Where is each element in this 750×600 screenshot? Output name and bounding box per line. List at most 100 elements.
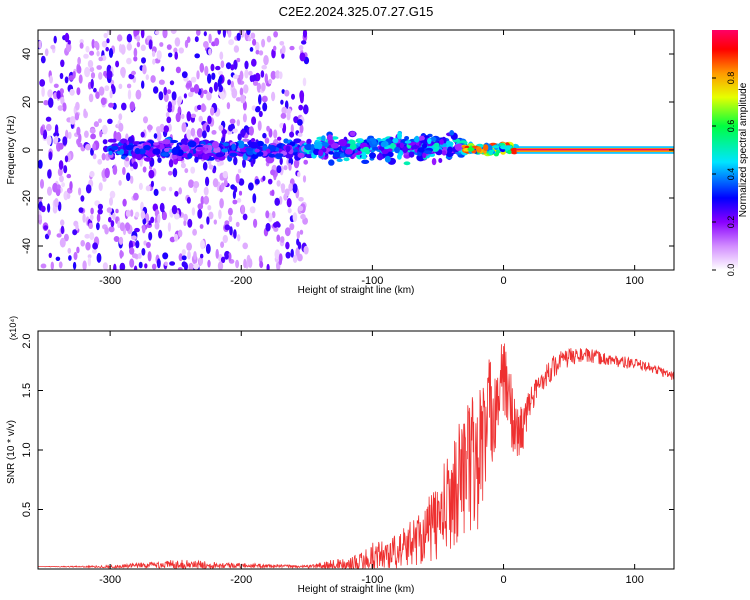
spectrogram-cell-127 (197, 203, 204, 210)
spectrogram-cell-82 (207, 205, 212, 211)
spectrogram-cell-147 (238, 190, 243, 196)
spectrogram-cell-650 (286, 110, 291, 121)
spectrogram-cell-562 (252, 80, 259, 86)
spectrogram-cell-49 (244, 60, 249, 70)
spectrogram-cell-1903 (491, 145, 500, 149)
spectrogram-cell-1381 (215, 152, 224, 158)
spectrogram-cell-223 (93, 87, 97, 93)
snr-panel: -300 -200 -100 0 100 0.5 1.0 1.5 2.0 (x10⁴) Hei… (6, 316, 675, 595)
spectrogram-cell-587 (219, 198, 224, 209)
spectrogram-cell-701 (274, 197, 281, 206)
spectrogram-cell-447 (167, 222, 171, 232)
spectrogram-cell-111 (275, 70, 281, 79)
spectrogram-cell-258 (276, 234, 281, 242)
spectrogram-cell-367 (215, 248, 219, 259)
spectrogram-cell-858 (54, 198, 59, 208)
spectrogram-cell-418 (58, 261, 63, 269)
spectrogram-x-ticks: -300 -200 -100 0 100 (99, 30, 644, 287)
spectrogram-cell-383 (141, 80, 145, 89)
spectrogram-cell-669 (204, 65, 209, 76)
spectrogram-cell-911 (89, 128, 96, 134)
spectrogram-cell-128 (106, 30, 112, 36)
spectrogram-cell-1525 (371, 146, 380, 151)
spectrogram-cell-1780 (417, 147, 425, 153)
spectrogram-cell-210 (190, 113, 197, 119)
spectrogram-cell-604 (140, 131, 145, 138)
spectrogram-cell-577 (85, 45, 90, 53)
spectrogram-cell-1770 (387, 148, 393, 152)
spectrogram-cell-1904 (488, 149, 494, 156)
spectrogram-cell-351 (155, 126, 162, 133)
spectrogram-cell-637 (162, 252, 169, 260)
spectrogram-cell-675 (64, 32, 70, 43)
spectrogram-cell-720 (103, 70, 108, 77)
spectrogram-cell-1135 (171, 154, 178, 160)
spectrogram-cell-543 (219, 51, 224, 60)
spectrogram-cell-917 (258, 50, 264, 56)
spectrogram-cell-458 (87, 60, 94, 68)
spectrogram-cell-1603 (408, 151, 415, 158)
spectrogram-cell-1391 (211, 141, 220, 149)
spectrogram-cell-463 (88, 222, 93, 229)
spectrogram-cell-752 (80, 195, 85, 202)
spectrogram-cell-848 (76, 246, 80, 254)
spectrogram-cell-1616 (382, 153, 387, 157)
spectrogram-cell-300 (254, 178, 260, 185)
spectrogram-cell-784 (47, 186, 52, 196)
spectrogram-cell-841 (237, 234, 241, 242)
spectrogram-cell-304 (89, 214, 94, 221)
colorbar-tick-label: 0.8 (726, 72, 736, 85)
spectrogram-cell-46 (285, 241, 290, 250)
spectrogram-cell-481 (63, 233, 69, 242)
spectrogram-cell-495 (279, 157, 283, 166)
spectrogram-cell-216 (165, 112, 170, 118)
spectrogram-cell-700 (40, 205, 46, 213)
spectrogram-cell-826 (110, 84, 115, 90)
colorbar-tick-label: 0.2 (726, 216, 736, 229)
spectrogram-cell-424 (198, 256, 204, 266)
spectrogram-cell-372 (232, 190, 236, 200)
spectrogram-cell-29 (242, 213, 248, 221)
spectrogram-cell-87 (270, 70, 276, 80)
spectrogram-cell-639 (258, 110, 263, 118)
spectrogram-cell-165 (169, 80, 175, 86)
spectrogram-cell-874 (203, 186, 209, 196)
snr-line (38, 343, 674, 569)
spectrogram-cell-690 (273, 45, 277, 51)
spectrogram-cell-838 (98, 72, 103, 80)
spectrogram-cell-724 (202, 161, 208, 171)
spectrogram-cell-313 (200, 195, 205, 205)
spectrogram-cell-555 (174, 213, 180, 220)
spectrogram-cell-276 (101, 40, 108, 48)
spectrogram-cell-204 (115, 60, 120, 68)
spectrogram-cell-226 (119, 262, 126, 270)
spectrogram-cell-909 (56, 90, 61, 100)
spectrogram-cell-624 (301, 40, 307, 45)
spectrogram-cell-193 (191, 207, 196, 216)
spectrogram-cell-852 (100, 97, 107, 106)
spectrogram-cell-817 (255, 107, 261, 113)
spectrogram-cell-1352 (194, 156, 199, 163)
spectrogram-cell-432 (153, 133, 158, 139)
spectrogram-cell-254 (180, 113, 185, 120)
spectrogram-cell-771 (158, 79, 165, 85)
y-tick-label: 2.0 (21, 333, 33, 348)
spectrogram-cell-441 (183, 262, 188, 270)
spectrogram-cell-769 (112, 165, 118, 176)
spectrogram-cell-667 (262, 102, 268, 112)
spectrogram-cell-804 (298, 197, 304, 202)
spectrogram-cell-792 (205, 243, 211, 254)
spectrogram-cell-728 (298, 104, 304, 111)
y-tick-label: 0 (21, 147, 33, 153)
spectrogram-cell-349 (87, 257, 92, 267)
spectrogram-cell-6 (39, 79, 46, 87)
spectrogram-cell-552 (40, 126, 44, 136)
spectrogram-cell-263 (141, 57, 146, 64)
spectrogram-cell-1398 (207, 144, 213, 151)
spectrogram-cell-502 (62, 136, 68, 146)
spectrogram-cell-18 (262, 132, 267, 139)
spectrogram-cell-1561 (431, 158, 437, 166)
spectrogram-cell-633 (298, 45, 304, 51)
spectrogram-cell-915 (268, 78, 273, 85)
spectrogram-cell-413 (291, 93, 295, 100)
